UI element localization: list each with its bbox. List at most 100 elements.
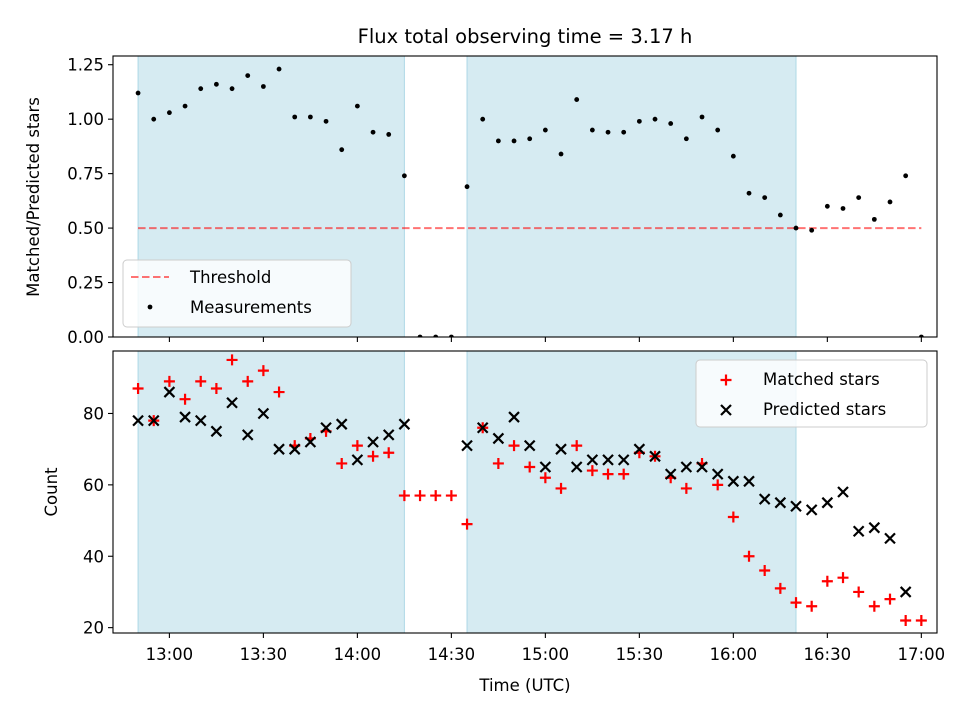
predicted-star-marker — [461, 439, 473, 452]
predicted-star-marker — [633, 443, 646, 455]
predicted-star-marker — [304, 436, 317, 448]
matched-star-marker — [539, 472, 551, 484]
predicted-star-marker — [398, 418, 411, 430]
x-tick-label: 15:30 — [616, 645, 664, 664]
matched-star-marker — [680, 482, 692, 494]
predicted-star-marker — [226, 396, 238, 409]
measurement-point — [339, 147, 345, 153]
predicted-star-marker — [210, 425, 223, 438]
predicted-star-marker — [774, 496, 787, 509]
measurement-point — [135, 90, 141, 96]
measurement-point — [809, 227, 815, 233]
matched-star-marker — [492, 457, 504, 469]
measurement-point — [370, 129, 376, 135]
legend-matched-swatch — [720, 374, 732, 386]
predicted-star-marker — [570, 461, 583, 473]
matched-star-marker — [806, 600, 818, 612]
bottom-panel-y-axis-label: Count — [42, 467, 61, 517]
legend-predicted-swatch — [720, 404, 732, 416]
matched-star-marker — [868, 600, 880, 612]
predicted-star-marker — [837, 486, 849, 498]
matched-star-marker — [132, 382, 144, 394]
predicted-star-marker — [617, 454, 630, 466]
y-tick-label: 0.75 — [67, 165, 104, 184]
measurement-point — [417, 334, 423, 337]
predicted-star-marker — [367, 436, 379, 448]
x-tick-label: 17:00 — [898, 645, 946, 664]
measurement-point — [276, 66, 282, 72]
y-tick-label: 40 — [83, 547, 104, 566]
predicted-star-marker — [288, 443, 301, 455]
predicted-star-marker — [649, 450, 661, 463]
measurement-point — [918, 334, 924, 337]
predicted-star-marker — [743, 475, 755, 488]
predicted-star-marker — [727, 475, 740, 488]
matched-star-marker — [195, 375, 207, 387]
x-tick-label: 16:30 — [804, 645, 852, 664]
legend-threshold-label: Threshold — [189, 268, 271, 287]
y-tick-label: 20 — [83, 619, 104, 638]
matched-star-marker — [790, 597, 802, 609]
matched-star-marker — [821, 575, 833, 587]
measurement-point — [824, 203, 830, 209]
legend-measurements-swatch — [147, 304, 153, 310]
measurement-point — [652, 116, 658, 122]
measurement-point — [401, 173, 407, 179]
measurement-point — [840, 206, 846, 211]
measurement-point — [621, 129, 627, 135]
measurement-point — [715, 127, 721, 133]
measurement-point — [448, 334, 454, 337]
x-tick-label: 14:00 — [334, 645, 382, 664]
x-tick-label: 13:30 — [240, 645, 288, 664]
y-tick-label: 60 — [83, 476, 104, 495]
predicted-star-marker — [492, 432, 505, 445]
matched-star-marker — [555, 482, 567, 494]
matched-star-marker — [602, 468, 614, 480]
measurement-point — [746, 190, 752, 196]
measurement-point — [354, 103, 360, 109]
matched-star-marker — [226, 354, 238, 366]
chart-title: Flux total observing time = 3.17 h — [358, 25, 693, 48]
predicted-star-marker — [194, 414, 207, 427]
matched-star-marker — [163, 375, 175, 387]
measurement-point — [636, 118, 642, 124]
matched-star-marker — [915, 615, 927, 627]
predicted-star-marker — [257, 407, 270, 420]
counts-axes-frame — [112, 350, 938, 634]
predicted-star-marker — [680, 461, 693, 473]
matched-star-marker — [414, 490, 426, 502]
matched-star-marker — [398, 490, 410, 502]
measurement-point — [151, 116, 157, 122]
measurement-point — [433, 334, 439, 337]
x-tick-label: 16:00 — [710, 645, 758, 664]
measurement-point — [903, 173, 909, 179]
x-axis-label: Time (UTC) — [478, 676, 570, 695]
top-legend-box — [122, 259, 352, 328]
matched-star-marker — [242, 375, 254, 387]
matched-star-marker — [430, 490, 442, 502]
predicted-star-marker — [508, 411, 520, 423]
matched-star-marker — [837, 572, 849, 584]
matched-star-marker — [336, 457, 348, 469]
measurement-point — [527, 136, 533, 142]
predicted-star-marker — [899, 586, 912, 598]
matched-star-marker — [571, 440, 583, 452]
measurement-point — [166, 110, 172, 116]
legend-measurements-label: Measurements — [190, 298, 312, 317]
predicted-star-marker — [555, 443, 567, 455]
matched-star-marker — [743, 550, 755, 562]
predicted-star-marker — [476, 421, 489, 434]
predicted-star-marker — [132, 414, 144, 427]
matched-star-marker — [273, 386, 285, 398]
predicted-star-marker — [241, 429, 254, 441]
legend-matched-label: Matched stars — [763, 370, 880, 389]
measurement-point — [213, 81, 219, 87]
matched-star-marker — [445, 490, 457, 502]
matched-star-marker — [383, 447, 395, 459]
matched-star-marker — [759, 565, 771, 577]
ratio-plot-area — [135, 56, 924, 337]
measurement-point — [260, 84, 266, 89]
y-tick-label: 0.00 — [67, 328, 104, 347]
y-tick-label: 1.25 — [67, 56, 104, 75]
